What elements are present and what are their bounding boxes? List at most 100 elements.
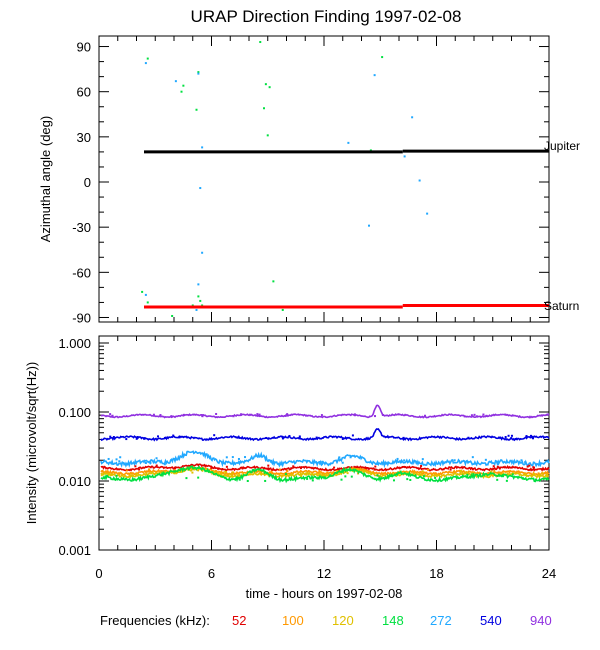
intensity-dot: [119, 456, 122, 459]
intensity-series-148: [100, 465, 550, 484]
intensity-dot: [311, 471, 314, 474]
intensity-tick-label: 0.010: [58, 474, 91, 489]
intensity-dot: [493, 469, 496, 472]
intensity-dot: [401, 465, 404, 468]
azimuth-point: [201, 146, 204, 149]
intensity-dot: [225, 456, 228, 459]
intensity-dot: [290, 467, 293, 470]
intensity-dot: [390, 473, 393, 476]
intensity-dot: [341, 437, 344, 440]
intensity-dot: [338, 456, 341, 459]
intensity-dot: [264, 479, 267, 482]
intensity-dot: [172, 434, 175, 437]
intensity-dot: [221, 468, 224, 471]
intensity-dot: [101, 470, 104, 473]
azimuth-point: [373, 74, 376, 77]
intensity-dot: [125, 469, 128, 472]
intensity-dot: [525, 435, 528, 438]
intensity-dot: [287, 414, 290, 417]
intensity-dot: [514, 438, 517, 441]
intensity-series-272: [100, 450, 550, 469]
intensity-dot: [185, 477, 188, 480]
legend-item-100: 100: [282, 613, 304, 628]
azimuth-point: [195, 308, 198, 311]
intensity-dot: [504, 413, 507, 416]
intensity-dot: [298, 435, 301, 438]
intensity-dot: [532, 466, 535, 469]
time-tick-label: 18: [429, 566, 443, 581]
intensity-dot: [321, 460, 324, 463]
azimuth-point: [199, 187, 202, 190]
time-x-axis-title: time - hours on 1997-02-08: [246, 586, 403, 601]
intensity-tick-label: 0.100: [58, 405, 91, 420]
azimuth-tick-label: -60: [72, 265, 91, 280]
intensity-tick-label: 0.001: [58, 543, 91, 558]
jupiter-label: Jupiter: [544, 139, 580, 153]
intensity-dot: [135, 437, 138, 440]
intensity-dot: [286, 469, 289, 472]
intensity-dot: [505, 479, 508, 482]
intensity-dot: [278, 468, 281, 471]
intensity-dot: [215, 412, 218, 415]
intensity-panel: 1.000 0.100 0.010 0.001 0 6 12 18 24 Intensity …: [24, 335, 556, 601]
intensity-dot: [138, 468, 141, 471]
intensity-dot: [496, 478, 499, 481]
intensity-dot: [531, 435, 534, 438]
intensity-dot: [466, 473, 469, 476]
intensity-dot: [492, 465, 495, 468]
intensity-series-540: [100, 428, 550, 442]
intensity-dot: [490, 470, 493, 473]
intensity-dot: [182, 413, 185, 416]
intensity-dot: [115, 474, 118, 477]
intensity-dot: [470, 414, 473, 417]
intensity-dot: [544, 471, 547, 474]
intensity-dot: [442, 468, 445, 471]
intensity-dot: [174, 467, 177, 470]
intensity-dot: [482, 413, 485, 416]
intensity-dot: [197, 476, 200, 479]
intensity-series-52: [100, 463, 550, 472]
intensity-dot: [376, 472, 379, 475]
intensity-dot: [396, 457, 399, 460]
azimuth-point: [201, 304, 204, 307]
azimuth-point: [259, 41, 262, 44]
intensity-dot: [520, 459, 523, 462]
legend-items: 52 100 120 148 272 540 940: [232, 613, 552, 628]
azimuth-tick-label: -30: [72, 220, 91, 235]
intensity-dot: [143, 437, 146, 440]
azimuth-point: [197, 295, 200, 298]
intensity-dot: [537, 472, 540, 475]
azimuth-points: [141, 41, 429, 317]
intensity-series-940: [100, 404, 550, 419]
intensity-dot: [326, 471, 329, 474]
intensity-dot: [155, 457, 158, 460]
intensity-dot: [225, 465, 228, 468]
azimuth-tick-label: 60: [77, 85, 91, 100]
intensity-dot: [381, 413, 384, 416]
time-tick-label: 24: [542, 566, 556, 581]
intensity-dot: [191, 471, 194, 474]
intensity-dot: [300, 475, 303, 478]
azimuth-point: [403, 155, 406, 158]
intensity-dot: [231, 471, 234, 474]
intensity-dot: [465, 471, 468, 474]
intensity-dot: [349, 456, 352, 459]
intensity-dot: [258, 413, 261, 416]
intensity-dot: [532, 437, 535, 440]
intensity-dot: [374, 415, 377, 418]
intensity-dot: [376, 474, 379, 477]
intensity-dot: [420, 465, 423, 468]
intensity-dot: [299, 467, 302, 470]
intensity-dot: [288, 434, 291, 437]
intensity-dot: [125, 438, 128, 441]
intensity-dot: [155, 464, 158, 467]
azimuth-y-axis-title: Azimuthal angle (deg): [38, 116, 53, 242]
intensity-y-ticks: 1.000 0.100 0.010 0.001: [58, 336, 549, 558]
azimuth-point: [195, 108, 198, 111]
intensity-dot: [373, 468, 376, 471]
intensity-dot: [232, 415, 235, 418]
intensity-dot: [433, 472, 436, 475]
intensity-dot: [485, 414, 488, 417]
intensity-dot: [471, 468, 474, 471]
